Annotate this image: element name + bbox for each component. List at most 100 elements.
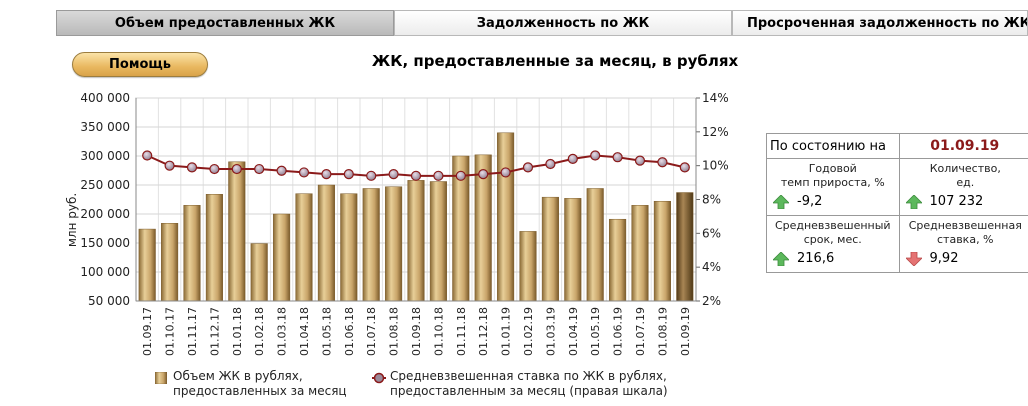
- x-tick-label: 01.05.19: [589, 307, 602, 356]
- y2-tick-label: 6%: [702, 226, 721, 240]
- y-axis-label: млн руб.: [65, 193, 79, 247]
- bar: [385, 186, 403, 302]
- y-tick-label: 200 000: [80, 207, 130, 221]
- rate-point: [298, 167, 310, 178]
- tab-bar: Объем предоставленных ЖК Задолженность п…: [56, 10, 1028, 36]
- bar: [631, 205, 649, 302]
- y-tick-label: 350 000: [80, 120, 130, 134]
- y-tick-label: 150 000: [80, 236, 130, 250]
- help-button[interactable]: Помощь: [72, 52, 208, 77]
- x-tick-label: 01.11.17: [186, 307, 199, 356]
- legend-line-swatch: [372, 372, 386, 384]
- legend-line-label: Средневзвешенная ставка по ЖК в рублях, п…: [390, 369, 668, 398]
- x-tick-label: 01.06.18: [343, 307, 356, 356]
- bar: [273, 213, 291, 302]
- x-tick-label: 01.08.19: [656, 307, 669, 356]
- arrow-up-icon: [905, 194, 922, 209]
- metric-term: Средневзвешенный срок, мес. 216,6: [766, 215, 900, 273]
- bar: [609, 218, 627, 302]
- metric-term-value: 216,6: [797, 251, 835, 266]
- as-of-date: 01.09.19: [898, 133, 1028, 159]
- rate-point: [254, 163, 265, 175]
- y2-tick-label: 4%: [702, 260, 721, 274]
- bar: [161, 223, 179, 302]
- as-of-label: По состоянию на: [766, 133, 900, 159]
- metric-rate-value: 9,92: [929, 251, 959, 266]
- x-tick-label: 01.02.19: [522, 307, 535, 356]
- info-panel: По состоянию на 01.09.19 Годовой темп при…: [766, 133, 1028, 273]
- x-tick-label: 01.06.19: [612, 307, 625, 356]
- bar: [250, 243, 268, 302]
- metric-count-value: 107 232: [929, 194, 984, 209]
- x-tick-label: 01.09.18: [410, 307, 423, 356]
- rate-point: [657, 157, 668, 168]
- x-tick-label: 01.11.18: [455, 307, 468, 356]
- x-tick-label: 01.09.19: [679, 307, 692, 356]
- chart-title: ЖК, предоставленные за месяц, в рублях: [371, 52, 739, 70]
- y2-tick-label: 14%: [702, 91, 729, 105]
- metric-growth: Годовой темп прироста, % -9,2: [766, 158, 900, 216]
- bar: [228, 161, 246, 302]
- rate-point: [522, 162, 534, 173]
- y2-tick-label: 8%: [702, 193, 721, 207]
- bar: [676, 192, 694, 302]
- rate-point: [478, 169, 489, 180]
- y-tick-label: 250 000: [80, 178, 130, 192]
- x-tick-label: 01.09.17: [141, 307, 154, 356]
- x-tick-label: 01.07.18: [365, 307, 378, 356]
- y2-tick-label: 10%: [702, 159, 729, 173]
- bar: [497, 132, 515, 302]
- arrow-up-icon: [773, 251, 789, 266]
- rate-point: [433, 170, 444, 181]
- metric-rate: Средневзвешенная ставка, % 9,92: [898, 215, 1028, 273]
- rate-point: [321, 169, 332, 180]
- y-tick-label: 300 000: [80, 149, 130, 163]
- bar: [407, 180, 425, 302]
- legend-bar-label: Объем ЖК в рублях, предоставленных за мес…: [173, 369, 347, 398]
- x-tick-label: 01.12.17: [208, 307, 221, 356]
- x-tick-label: 01.03.18: [276, 307, 289, 356]
- rate-point: [545, 158, 556, 170]
- y-tick-label: 100 000: [80, 265, 130, 279]
- x-tick-label: 01.04.18: [298, 307, 311, 356]
- rate-point: [343, 169, 354, 180]
- rate-point: [186, 162, 198, 173]
- legend-bar-swatch: [155, 372, 167, 384]
- rate-point: [634, 155, 646, 166]
- rate-point: [410, 170, 422, 181]
- x-tick-label: 01.12.18: [477, 307, 490, 356]
- tab-volume[interactable]: Объем предоставленных ЖК: [56, 10, 394, 36]
- rate-point: [388, 169, 399, 180]
- rate-point: [164, 160, 175, 171]
- bar: [541, 196, 559, 302]
- x-tick-label: 01.05.18: [320, 307, 333, 356]
- tab-debt[interactable]: Задолженность по ЖК: [394, 10, 732, 36]
- bar: [519, 231, 537, 302]
- x-tick-label: 01.10.18: [432, 307, 445, 356]
- x-tick-label: 01.07.19: [634, 307, 647, 356]
- rate-point: [567, 153, 578, 165]
- rate-point: [679, 162, 690, 173]
- y-tick-label: 50 000: [88, 294, 130, 308]
- bar: [183, 205, 201, 302]
- bar: [138, 228, 156, 302]
- rate-point: [142, 150, 153, 161]
- rate-point: [612, 152, 623, 163]
- x-tick-label: 01.08.18: [388, 307, 401, 356]
- rate-point: [590, 150, 601, 161]
- arrow-up-icon: [773, 194, 789, 209]
- y-tick-label: 400 000: [80, 91, 130, 105]
- bar: [653, 200, 671, 302]
- rate-point: [455, 170, 466, 181]
- tab-overdue-debt[interactable]: Просроченная задолженность по ЖК: [732, 10, 1028, 36]
- arrow-down-icon: [905, 251, 922, 266]
- bar: [295, 193, 313, 302]
- y2-tick-label: 2%: [702, 294, 721, 308]
- rate-point: [231, 163, 242, 175]
- bar: [586, 188, 604, 302]
- rate-point: [209, 163, 220, 175]
- bar: [340, 193, 358, 302]
- rate-point: [276, 165, 287, 176]
- x-tick-label: 01.10.17: [164, 307, 177, 356]
- bar: [564, 198, 582, 302]
